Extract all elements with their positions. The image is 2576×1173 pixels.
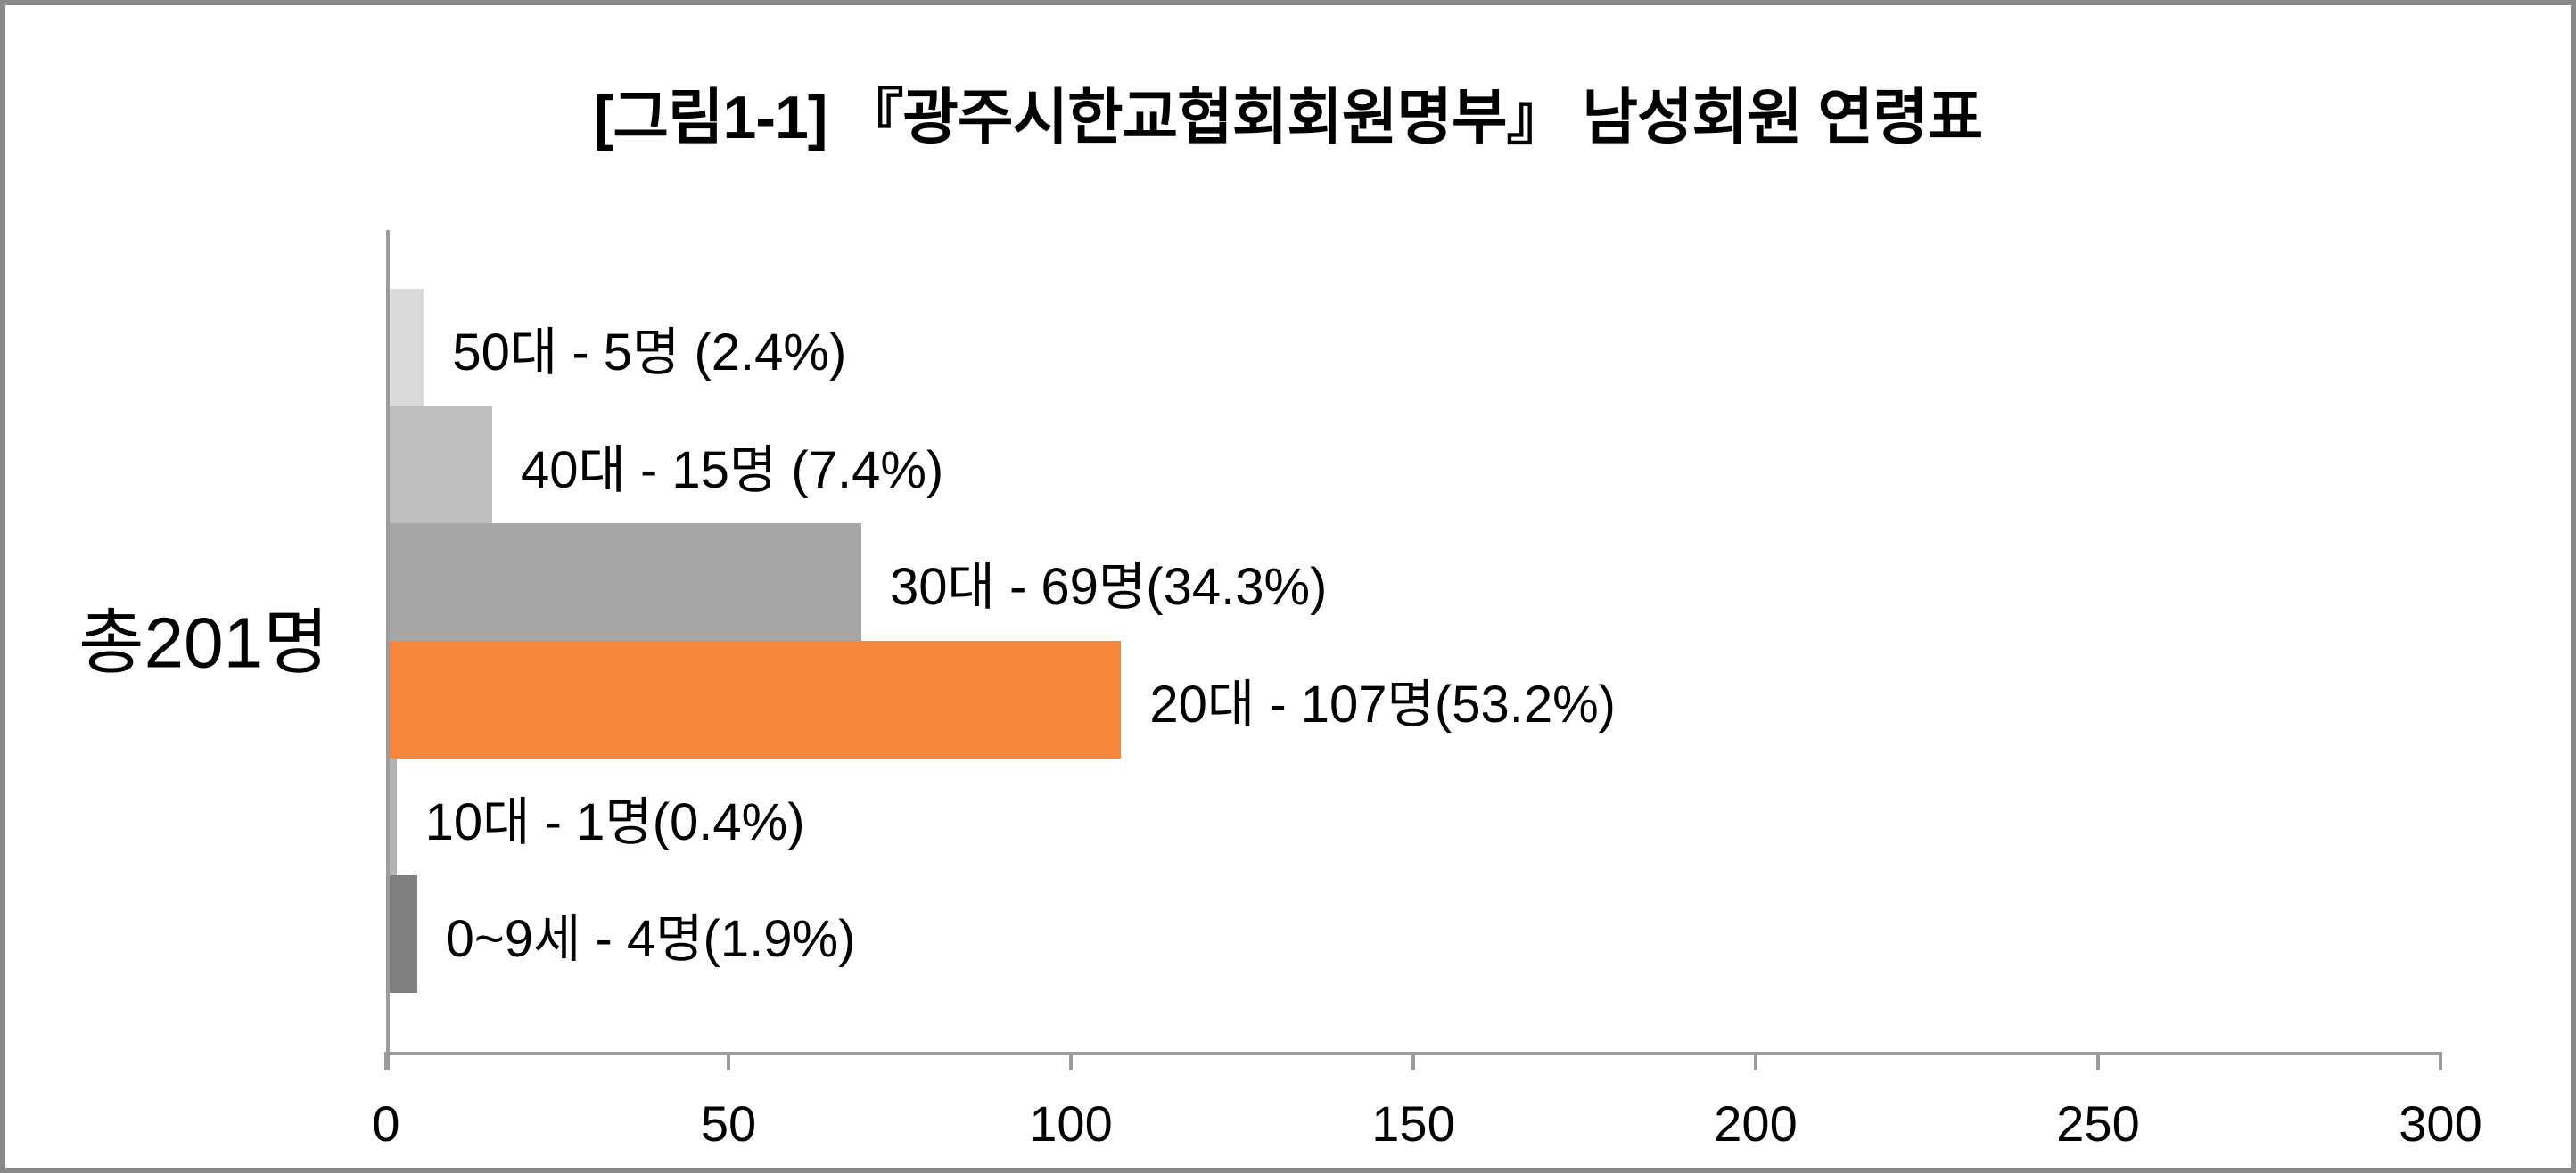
y-axis-total-label: 총201명 [78, 603, 329, 683]
bar [390, 875, 417, 994]
bar [390, 406, 492, 524]
plot-area: 50대 - 5명 (2.4%) 40대 - 15명 (7.4%) 30대 - 6… [372, 230, 2482, 1152]
bar-row-40s: 40대 - 15명 (7.4%) [390, 406, 2440, 524]
bar-label: 20대 - 107명(53.2%) [1149, 675, 1616, 734]
x-axis-tick [1069, 1052, 1073, 1070]
chart-title: [그림1-1] 『광주시한교협회회원명부』 남성회원 연령표 [593, 84, 1983, 152]
bar-series: 50대 - 5명 (2.4%) 40대 - 15명 (7.4%) 30대 - 6… [390, 230, 2440, 1052]
x-axis-tick-label: 300 [2399, 1095, 2482, 1152]
bar-label: 10대 - 1명(0.4%) [424, 792, 805, 851]
x-axis-tick [2096, 1052, 2100, 1070]
x-axis-tick [1411, 1052, 1415, 1070]
bar-label: 30대 - 69명(34.3%) [890, 558, 1328, 617]
bar-label: 50대 - 5명 (2.4%) [452, 323, 847, 381]
x-axis-tick-label: 150 [1371, 1095, 1455, 1152]
bar [390, 289, 424, 406]
bar-row-0-9: 0~9세 - 4명(1.9%) [390, 875, 2440, 994]
bar-label: 0~9세 - 4명(1.9%) [445, 910, 856, 969]
x-axis-tick-label: 50 [700, 1095, 757, 1152]
x-axis-tick-label: 0 [372, 1095, 400, 1152]
x-axis-tick [384, 1052, 388, 1070]
x-axis-tick [1754, 1052, 1757, 1070]
x-axis-tick [727, 1052, 730, 1070]
x-axis-tick-label: 250 [2056, 1095, 2140, 1152]
x-axis-tick [2439, 1052, 2442, 1070]
bar-row-50s: 50대 - 5명 (2.4%) [390, 289, 2440, 406]
bar [390, 523, 861, 642]
bar-row-10s: 10대 - 1명(0.4%) [390, 758, 2440, 876]
bar [390, 641, 1122, 759]
y-axis-line [386, 230, 390, 1070]
x-axis-tick-label: 100 [1029, 1095, 1113, 1152]
bar-label: 40대 - 15명 (7.4%) [521, 440, 944, 499]
bar [390, 758, 397, 876]
bar-row-30s: 30대 - 69명(34.3%) [390, 523, 2440, 642]
bar-row-20s: 20대 - 107명(53.2%) [390, 641, 2440, 759]
x-axis-tick-label: 200 [1714, 1095, 1798, 1152]
